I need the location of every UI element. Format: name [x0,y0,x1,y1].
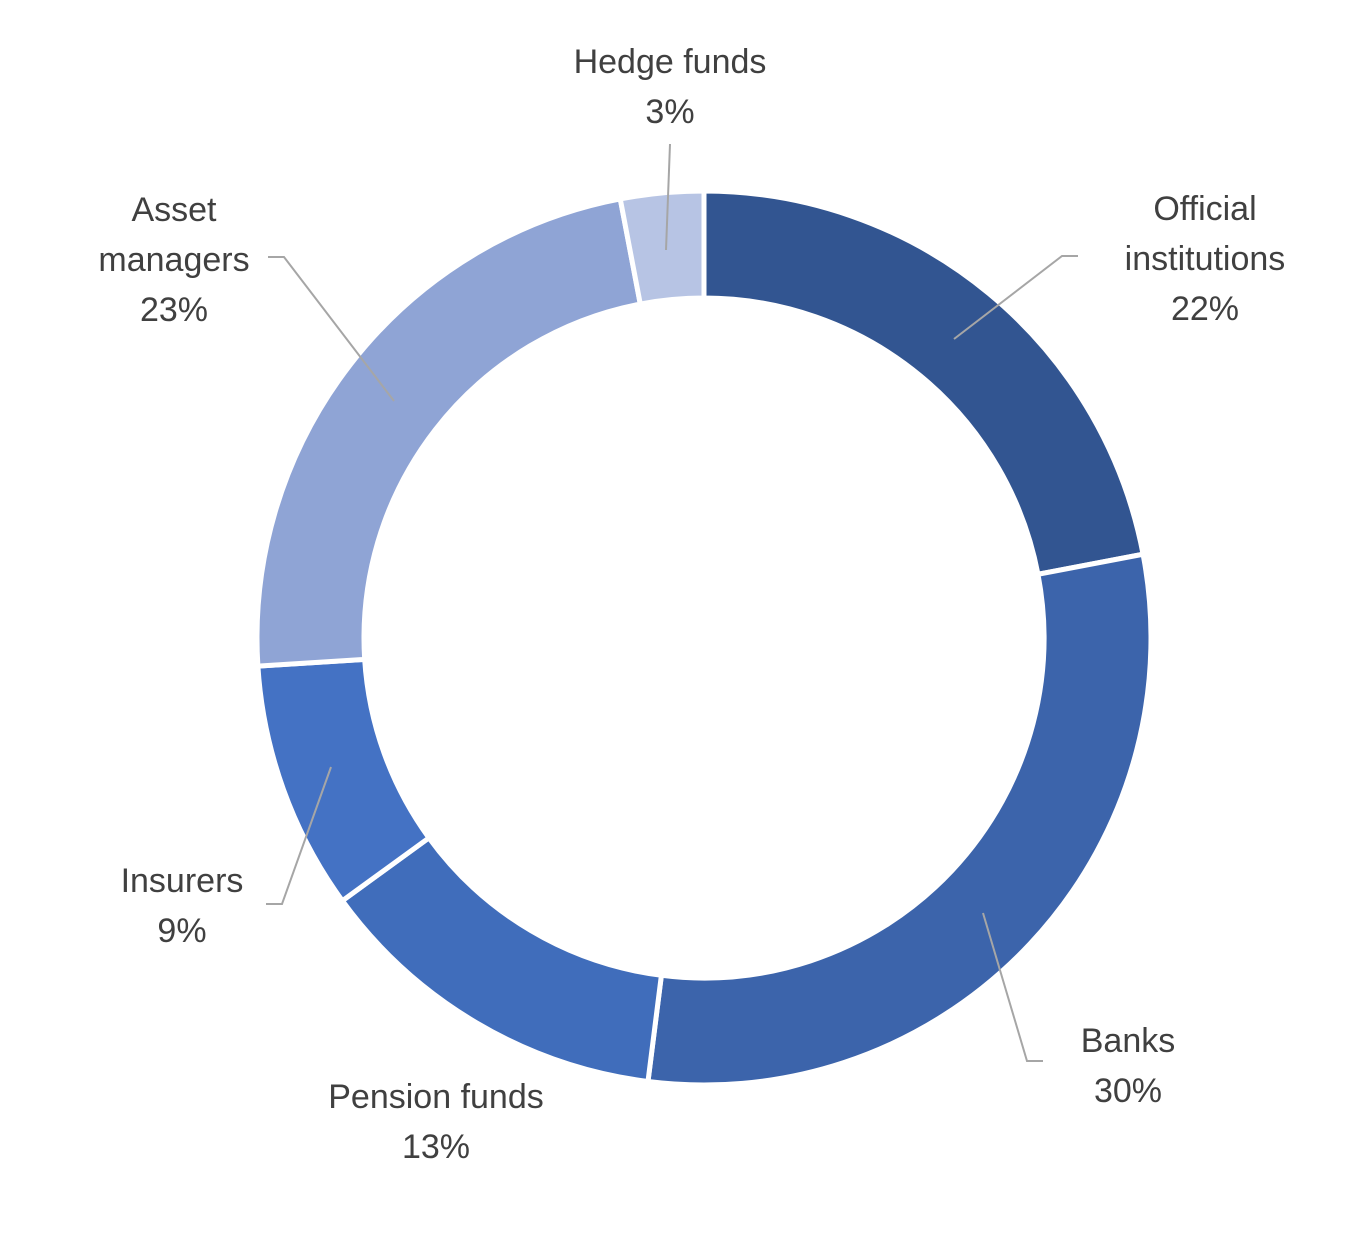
slice-asset [254,195,644,669]
label-insurers: Insurers 9% [121,862,244,950]
slice-hedge [617,188,707,307]
slice-official [701,188,1147,578]
label-official: Official institutions 22% [1125,190,1286,328]
leader-line-asset [268,256,395,402]
slice-pension [338,834,665,1085]
value-label: 3% [645,93,694,131]
category-label: institutions [1125,240,1286,278]
category-label: Insurers [121,862,244,900]
slice-banks [645,551,1154,1088]
label-hedge: Hedge funds 3% [574,43,767,131]
slice-labels: Official institutions 22% Banks 30% Pension f… [98,43,1285,1166]
leader-line-banks [982,912,1043,1062]
category-label: Banks [1081,1022,1176,1060]
category-label: Pension funds [328,1078,544,1116]
donut-slices [254,188,1154,1088]
category-label: Official [1153,190,1256,228]
leader-line-hedge [665,143,671,251]
leader-line-insurers [266,766,332,905]
label-asset: Asset managers 23% [98,191,249,329]
category-label: Hedge funds [574,43,767,81]
leader-lines [266,143,1078,1062]
category-label: managers [98,241,249,279]
value-label: 30% [1094,1072,1162,1110]
label-banks: Banks 30% [1081,1022,1176,1110]
leader-line-official [953,255,1078,340]
value-label: 13% [402,1128,470,1166]
label-pension: Pension funds 13% [328,1078,544,1166]
value-label: 22% [1171,290,1239,328]
value-label: 9% [157,912,206,950]
value-label: 23% [140,291,208,329]
category-label: Asset [131,191,217,229]
